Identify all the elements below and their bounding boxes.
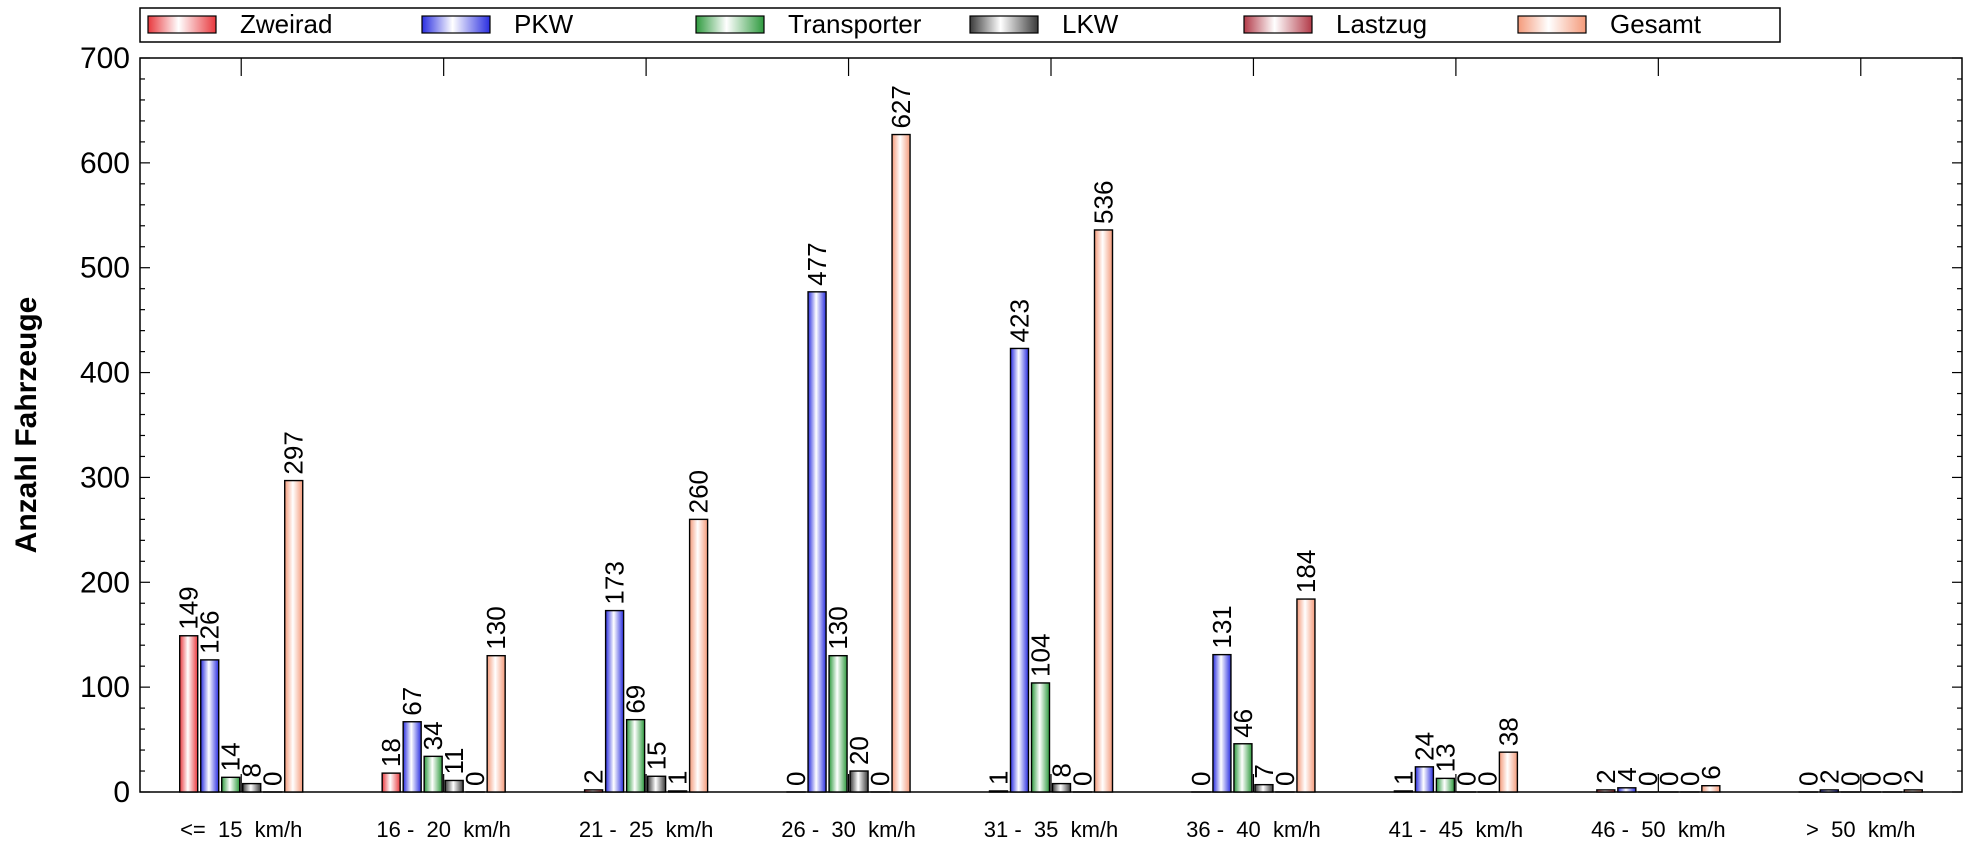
y-axis-label: Anzahl Fahrzeuge — [10, 297, 43, 554]
x-tick-label: 16 - 20 km/h — [376, 817, 511, 842]
legend-swatch-lkw — [970, 16, 1038, 33]
data-label-gesamt: 130 — [481, 606, 511, 649]
x-tick-label: 26 - 30 km/h — [781, 817, 916, 842]
bar-zweirad — [1394, 791, 1412, 792]
legend: Zweirad PKW Transporter LKW Lastzug Gesamt — [140, 8, 1780, 42]
data-label-gesamt: 536 — [1089, 181, 1119, 224]
data-label-zweirad: 0 — [1186, 772, 1216, 786]
data-label-lastzug: 0 — [258, 772, 288, 786]
y-tick-label: 600 — [80, 147, 130, 180]
data-label-lastzug: 1 — [663, 770, 693, 784]
data-label-transporter: 104 — [1026, 634, 1056, 677]
legend-swatch-transporter — [696, 16, 764, 33]
bar-zweirad — [585, 790, 603, 792]
bar-zweirad — [180, 636, 198, 792]
x-tick-label: 36 - 40 km/h — [1186, 817, 1321, 842]
data-label-gesamt: 6 — [1696, 765, 1726, 779]
x-tick-label: 31 - 35 km/h — [984, 817, 1119, 842]
bar-gesamt — [1095, 230, 1113, 792]
legend-label-zweirad: Zweirad — [240, 9, 332, 39]
y-tick-label: 0 — [113, 776, 130, 809]
y-tick-label: 700 — [80, 42, 130, 75]
data-label-pkw: 173 — [600, 561, 630, 604]
legend-swatch-lastzug — [1244, 16, 1312, 33]
data-label-gesamt: 38 — [1493, 717, 1523, 746]
bar-pkw — [808, 292, 826, 792]
bar-gesamt — [1904, 790, 1922, 792]
bar-transporter — [829, 656, 847, 792]
data-label-zweirad: 1 — [984, 770, 1014, 784]
legend-swatch-zweirad — [148, 16, 216, 33]
x-tick-label: > 50 km/h — [1806, 817, 1915, 842]
plot-frame — [140, 58, 1962, 792]
data-label-gesamt: 184 — [1291, 550, 1321, 593]
data-label-gesamt: 297 — [279, 431, 309, 474]
data-label-lastzug: 0 — [865, 772, 895, 786]
data-label-zweirad: 2 — [579, 769, 609, 783]
data-label-zweirad: 18 — [376, 738, 406, 767]
y-tick-label: 300 — [80, 461, 130, 494]
data-label-lkw: 15 — [642, 741, 672, 770]
data-label-lastzug: 0 — [1472, 772, 1502, 786]
data-label-lkw: 20 — [844, 736, 874, 765]
bar-zweirad — [382, 773, 400, 792]
data-label-transporter: 13 — [1430, 743, 1460, 772]
data-label-pkw: 67 — [397, 687, 427, 716]
x-tick-label: 21 - 25 km/h — [579, 817, 714, 842]
x-tick-label: <= 15 km/h — [180, 817, 302, 842]
data-label-pkw: 477 — [802, 242, 832, 285]
legend-label-lkw: LKW — [1062, 9, 1119, 39]
legend-label-transporter: Transporter — [788, 9, 922, 39]
bar-lastzug — [669, 791, 687, 792]
data-labels: 1491261480297186734110130217369151260047… — [174, 85, 1929, 786]
y-tick-label: 500 — [80, 252, 130, 285]
bar-pkw — [1618, 788, 1636, 792]
bar-gesamt — [690, 519, 708, 792]
y-tick-label: 400 — [80, 357, 130, 390]
data-label-lastzug: 0 — [460, 772, 490, 786]
bar-zweirad — [990, 791, 1008, 792]
data-label-pkw: 131 — [1207, 605, 1237, 648]
bar-transporter — [222, 777, 240, 792]
y-tick-label: 200 — [80, 566, 130, 599]
bar-zweirad — [1597, 790, 1615, 792]
legend-swatch-pkw — [422, 16, 490, 33]
bar-gesamt — [892, 135, 910, 792]
legend-label-gesamt: Gesamt — [1610, 9, 1702, 39]
bar-gesamt — [285, 481, 303, 792]
data-label-gesamt: 627 — [886, 85, 916, 128]
data-label-transporter: 46 — [1228, 709, 1258, 738]
y-tick-label: 100 — [80, 671, 130, 704]
data-label-zweirad: 1 — [1388, 770, 1418, 784]
bar-pkw — [1011, 348, 1029, 792]
bar-pkw — [1820, 790, 1838, 792]
data-label-gesamt: 2 — [1898, 769, 1928, 783]
bars — [180, 135, 1923, 792]
data-label-lastzug: 0 — [1270, 772, 1300, 786]
x-tick-label: 41 - 45 km/h — [1389, 817, 1524, 842]
x-tick-label: 46 - 50 km/h — [1591, 817, 1726, 842]
bar-gesamt — [1297, 599, 1315, 792]
data-label-pkw: 126 — [195, 610, 225, 653]
data-label-gesamt: 260 — [684, 470, 714, 513]
data-label-transporter: 34 — [418, 721, 448, 750]
legend-swatch-gesamt — [1518, 16, 1586, 33]
data-label-transporter: 130 — [823, 606, 853, 649]
legend-label-pkw: PKW — [514, 9, 574, 39]
data-label-zweirad: 0 — [781, 772, 811, 786]
legend-label-lastzug: Lastzug — [1336, 9, 1427, 39]
data-label-pkw: 423 — [1005, 299, 1035, 342]
data-label-transporter: 69 — [621, 685, 651, 714]
data-label-lastzug: 0 — [1068, 772, 1098, 786]
data-label-lkw: 11 — [439, 747, 469, 774]
